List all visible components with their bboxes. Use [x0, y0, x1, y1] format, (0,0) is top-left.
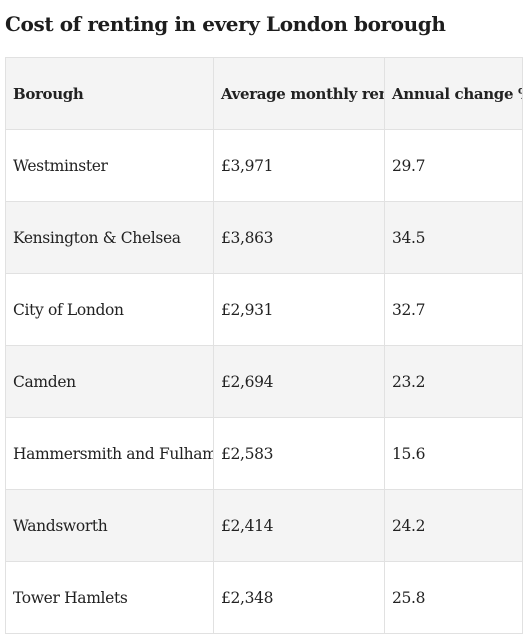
rent-cell: £2,931 [213, 273, 385, 346]
borough-cell: Wandsworth [5, 489, 214, 562]
table-row: Tower Hamlets £2,348 25.8 [5, 561, 523, 634]
change-cell: 15.6 [384, 417, 523, 490]
change-cell: 32.7 [384, 273, 523, 346]
change-cell: 29.7 [384, 129, 523, 202]
rent-cell: £3,863 [213, 201, 385, 274]
borough-cell: Kensington & Chelsea [5, 201, 214, 274]
rent-table: Borough Average monthly rent Annual chan… [5, 57, 523, 634]
rent-cell: £2,414 [213, 489, 385, 562]
table-row: Wandsworth £2,414 24.2 [5, 489, 523, 562]
table-row: Hammersmith and Fulham £2,583 15.6 [5, 417, 523, 490]
table-header-row: Borough Average monthly rent Annual chan… [5, 57, 523, 130]
column-header-annual-change[interactable]: Annual change % [384, 57, 523, 130]
page-title: Cost of renting in every London borough [5, 12, 446, 36]
change-cell: 23.2 [384, 345, 523, 418]
borough-cell: Camden [5, 345, 214, 418]
borough-cell: Hammersmith and Fulham [5, 417, 214, 490]
table-row: Kensington & Chelsea £3,863 34.5 [5, 201, 523, 274]
borough-cell: Westminster [5, 129, 214, 202]
table-row: Camden £2,694 23.2 [5, 345, 523, 418]
table-row: City of London £2,931 32.7 [5, 273, 523, 346]
borough-cell: City of London [5, 273, 214, 346]
borough-cell: Tower Hamlets [5, 561, 214, 634]
rent-cell: £2,348 [213, 561, 385, 634]
column-header-borough[interactable]: Borough [5, 57, 214, 130]
column-header-average-monthly-rent[interactable]: Average monthly rent [213, 57, 385, 130]
change-cell: 34.5 [384, 201, 523, 274]
rent-table-container: Borough Average monthly rent Annual chan… [5, 57, 523, 634]
change-cell: 25.8 [384, 561, 523, 634]
change-cell: 24.2 [384, 489, 523, 562]
rent-cell: £2,583 [213, 417, 385, 490]
rent-cell: £3,971 [213, 129, 385, 202]
table-row: Westminster £3,971 29.7 [5, 129, 523, 202]
rent-cell: £2,694 [213, 345, 385, 418]
